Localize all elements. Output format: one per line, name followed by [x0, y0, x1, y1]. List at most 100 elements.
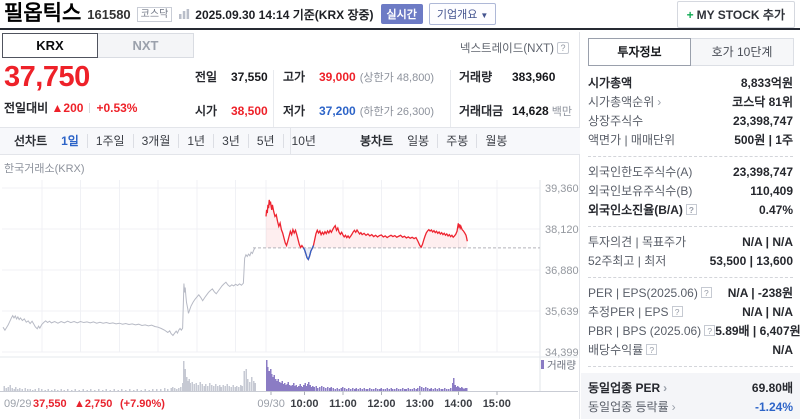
chevron-right-icon: › [657, 95, 662, 109]
info-row-est-per-eps: 추정PER | EPS? N/A | N/A [588, 303, 793, 322]
candle-chart-tabs: 봉차트 일봉 주봉 월봉 [360, 128, 516, 154]
period-tab-4[interactable]: 1년 [178, 134, 214, 148]
tab-investment-info[interactable]: 투자정보 [588, 38, 691, 66]
dividend-yield-value: N/A [772, 343, 793, 357]
info-row-foreign-ownership-ratio: 외국인소진율(B/A)? 0.47% [588, 201, 793, 220]
price-chart[interactable]: 39,360 38,120 36,880 35,639 34,399 09/30 10:00… [0, 155, 580, 419]
help-icon[interactable]: ? [704, 325, 716, 336]
price-change-line: 전일대비 ▲200 +0.53% [4, 99, 578, 116]
per-eps-value: N/A | -238원 [727, 286, 793, 300]
industry-change-value: -1.24% [754, 400, 793, 414]
candle-tab-3[interactable]: 월봉 [476, 134, 516, 148]
info-row-industry-change[interactable]: 동일업종 등락률 › -1.24% [588, 398, 793, 417]
svg-text:13:00: 13:00 [406, 398, 434, 410]
period-tab-2[interactable]: 1주일 [86, 134, 133, 148]
dividend-yield-label: 배당수익률? [588, 341, 658, 360]
period-tab-1[interactable]: 1일 [61, 134, 79, 148]
est-per-eps-value: N/A | N/A [742, 305, 793, 319]
svg-text:36,880: 36,880 [545, 265, 579, 277]
chevron-right-icon: › [671, 400, 676, 414]
candle-tab-2[interactable]: 주봉 [437, 134, 477, 148]
divider [273, 70, 274, 140]
line-chart-tabs: 선차트 1일 1주일 3개월 1년 3년 5년 10년 [14, 128, 324, 154]
my-stock-add-button[interactable]: + MY STOCK 추가 [676, 0, 795, 28]
investment-info-list: 시가총액 8,833억원 시가총액순위 › 코스닥 81위 상장주식수 23,398,747… [581, 74, 800, 419]
period-tab-3[interactable]: 3개월 [132, 134, 179, 148]
period-tab-5[interactable]: 3년 [213, 134, 248, 148]
nxt-link-label: 넥스트레이드(NXT) [459, 43, 554, 55]
change-value: 200 [63, 101, 84, 115]
quote-time: 2025.09.30 14:14 [195, 7, 290, 22]
info-row-pbr-bps: PBR | BPS (2025.06)? 5.89배 | 6,407원 [588, 322, 800, 341]
stat-prev-close: 전일 37,550 [195, 70, 268, 84]
info-row-per-eps: PER | EPS(2025.06)? N/A | -238원 [588, 284, 793, 303]
per-eps-label: PER | EPS(2025.06)? [588, 284, 712, 303]
chart-mini-icon [178, 8, 190, 20]
info-row-industry-per[interactable]: 동일업종 PER › 69.80배 [588, 379, 793, 398]
info-row-par-value-trade-unit: 액면가 | 매매단위 500원 | 1주 [588, 131, 793, 150]
info-row-week52-high-low: 52주최고 | 최저 53,500 | 13,600 [588, 252, 793, 271]
foreign-ownership-ratio-value: 0.47% [758, 203, 793, 217]
svg-text:10:00: 10:00 [290, 398, 318, 410]
sidebar-tabs: 투자정보 호가 10단계 [588, 38, 794, 66]
info-row-market-cap-rank[interactable]: 시가총액순위 › 코스닥 81위 [588, 93, 793, 112]
pbr-bps-label: PBR | BPS (2025.06)? [588, 322, 716, 341]
help-icon[interactable]: ? [700, 287, 712, 298]
info-row-foreign-held-shares: 외국인보유주식수(B) 110,409 [588, 182, 793, 201]
help-icon[interactable]: ? [671, 306, 683, 317]
candle-tab-1[interactable]: 일봉 [407, 134, 430, 148]
current-price: 37,750 [4, 61, 90, 93]
info-row-foreign-limit-shares: 외국인한도주식수(A) 23,398,747 [588, 163, 793, 182]
market-cap-rank-value: 코스닥 81위 [732, 95, 793, 109]
tab-nxt[interactable]: NXT [98, 33, 194, 58]
pbr-bps-value: 5.89배 | 6,407원 [715, 324, 800, 338]
divider [588, 366, 793, 367]
nxt-link[interactable]: 넥스트레이드(NXT)? [460, 40, 569, 56]
svg-text:39,360: 39,360 [545, 183, 579, 195]
period-tab-7[interactable]: 10년 [282, 134, 324, 148]
divider [290, 128, 291, 154]
help-icon[interactable]: ? [646, 344, 658, 355]
period-tab-6[interactable]: 5년 [247, 134, 283, 148]
tab-krx[interactable]: KRX [2, 33, 98, 58]
info-row-opinion-target-price: 투자의견 | 목표주가 N/A | N/A [588, 233, 793, 252]
market-badge: 코스닥 [136, 6, 173, 22]
industry-change-label: 동일업종 등락률 › [588, 400, 676, 414]
foreign-held-shares-label: 외국인보유주식수(B) [588, 184, 693, 198]
plus-icon: + [686, 7, 694, 22]
tab-order-book[interactable]: 호가 10단계 [691, 38, 794, 66]
foreign-limit-shares-value: 23,398,747 [732, 165, 793, 179]
market-cap-rank-label: 시가총액순위 › [588, 95, 662, 109]
company-overview-label: 기업개요 [436, 9, 478, 21]
stat-open: 시가 38,500 [195, 104, 268, 118]
company-overview-button[interactable]: 기업개요 ▼ [428, 3, 497, 25]
chart-source-label: 한국거래소(KRX) [4, 163, 85, 175]
svg-text:09/30: 09/30 [257, 398, 285, 410]
stat-volume: 거래량 383,960 [459, 70, 556, 84]
est-per-eps-label: 추정PER | EPS? [588, 303, 683, 322]
change-percent: +0.53% [96, 101, 138, 115]
shares-outstanding-value: 23,398,747 [732, 114, 793, 128]
info-row-shares-outstanding: 상장주식수 23,398,747 [588, 112, 793, 131]
info-row-dividend-yield: 배당수익률? N/A [588, 341, 793, 360]
par-value-trade-unit-value: 500원 | 1주 [734, 133, 793, 147]
intraday-chart-svg[interactable]: 39,360 38,120 36,880 35,639 34,399 09/30 10:00… [0, 155, 580, 419]
help-icon[interactable]: ? [685, 204, 697, 215]
svg-text:09/29: 09/29 [4, 398, 32, 410]
industry-per-label: 동일업종 PER › [588, 381, 668, 395]
market-cap-label: 시가총액 [588, 76, 633, 90]
price-area: 37,750 전일대비 ▲200 +0.53% 전일 37,550 시가 38,500 [4, 60, 578, 154]
change-label: 전일대비 [4, 101, 49, 115]
content: KRX NXT 넥스트레이드(NXT)? 37,750 전일대비 ▲200 +0.5… [0, 32, 800, 419]
svg-text:14:00: 14:00 [444, 398, 472, 410]
stat-low: 저가 37,200 (하한가 26,300) [283, 104, 435, 118]
svg-text:거래량: 거래량 [547, 360, 576, 372]
foreign-ownership-ratio-label: 외국인소진율(B/A)? [588, 201, 697, 220]
divider [588, 277, 793, 278]
help-icon[interactable]: ? [557, 42, 569, 54]
exchange-tabs: KRX NXT [2, 33, 194, 59]
chart-toolbar: 선차트 1일 1주일 3개월 1년 3년 5년 10년 봉차트 일봉 주봉 월봉 [0, 127, 580, 155]
my-stock-add-label: MY STOCK 추가 [696, 7, 785, 22]
divider [588, 156, 793, 157]
